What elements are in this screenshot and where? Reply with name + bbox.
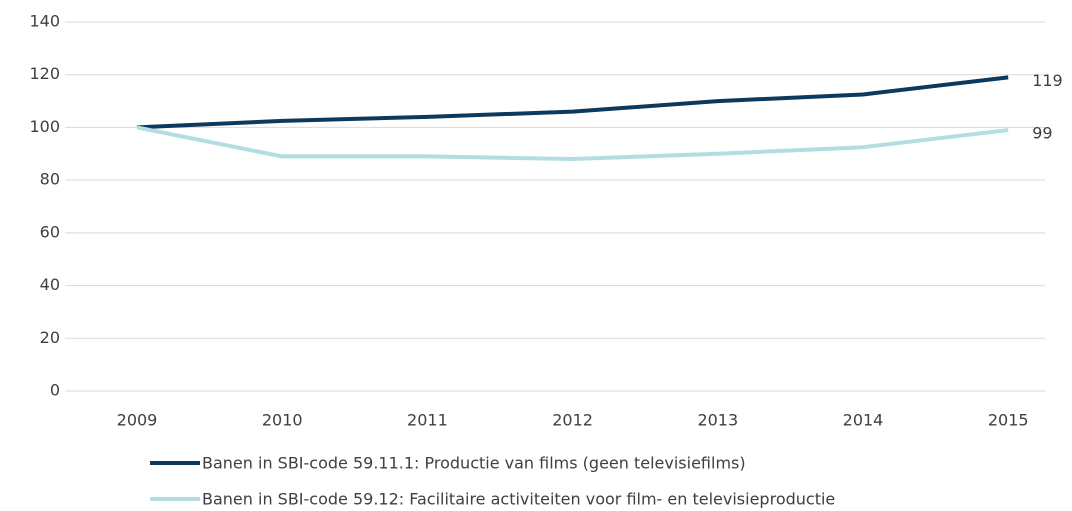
y-tick-label: 60 bbox=[40, 222, 60, 241]
data-label: 99 bbox=[1032, 124, 1052, 143]
x-tick-label: 2011 bbox=[407, 411, 448, 430]
legend-label: Banen in SBI-code 59.11.1: Productie van… bbox=[202, 454, 746, 473]
x-tick-label: 2013 bbox=[697, 411, 738, 430]
x-tick-label: 2010 bbox=[262, 411, 303, 430]
data-label: 119 bbox=[1032, 71, 1063, 90]
y-tick-label: 120 bbox=[29, 64, 60, 83]
y-tick-label: 0 bbox=[50, 381, 60, 400]
y-tick-label: 140 bbox=[29, 12, 60, 31]
y-tick-label: 20 bbox=[40, 328, 60, 347]
x-tick-label: 2012 bbox=[552, 411, 593, 430]
y-tick-label: 80 bbox=[40, 170, 60, 189]
series-line bbox=[136, 75, 1009, 130]
y-tick-label: 100 bbox=[29, 117, 60, 136]
x-tick-label: 2015 bbox=[988, 411, 1029, 430]
series-line bbox=[136, 125, 1009, 162]
x-tick-label: 2014 bbox=[843, 411, 884, 430]
legend-label: Banen in SBI-code 59.12: Facilitaire act… bbox=[202, 490, 835, 509]
y-tick-label: 40 bbox=[40, 275, 60, 294]
x-tick-label: 2009 bbox=[117, 411, 158, 430]
